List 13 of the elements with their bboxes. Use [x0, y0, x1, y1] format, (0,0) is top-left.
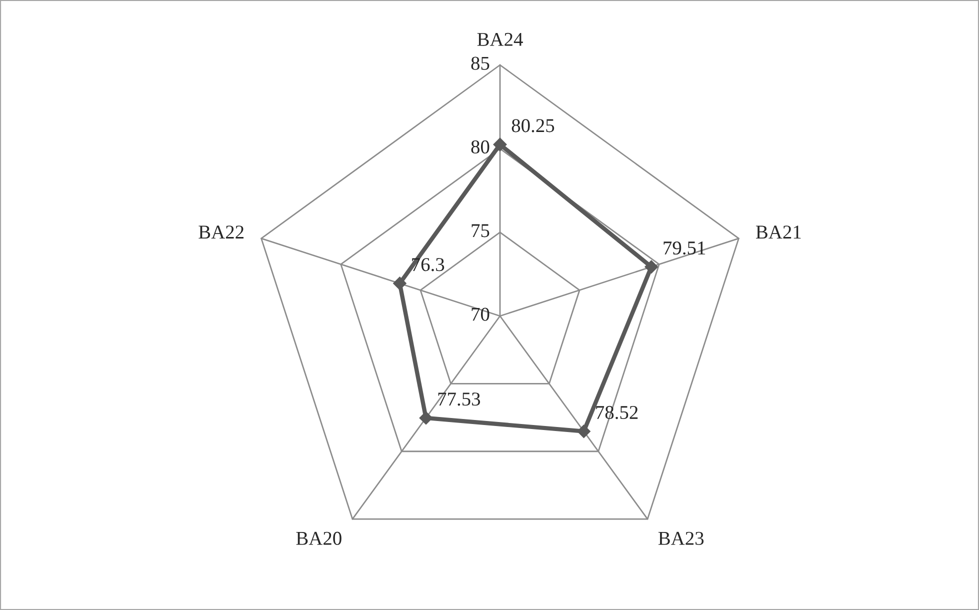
y-tick-label: 85	[471, 56, 490, 70]
spoke-label: BA23	[658, 532, 704, 545]
y-tick-label: 70	[472, 308, 490, 321]
y-tick-label: 80	[471, 140, 490, 154]
spoke-label: BA20	[296, 532, 342, 545]
data-label: 79.51	[664, 241, 706, 255]
data-label: 80.25	[512, 119, 554, 132]
data-label: 78.52	[596, 406, 638, 420]
spoke-label: BA22	[198, 226, 244, 239]
spoke-label: BA24	[477, 32, 523, 46]
data-label: 77.53	[438, 392, 480, 406]
spoke-label: BA21	[756, 226, 801, 239]
y-tick-label: 75	[472, 224, 490, 238]
